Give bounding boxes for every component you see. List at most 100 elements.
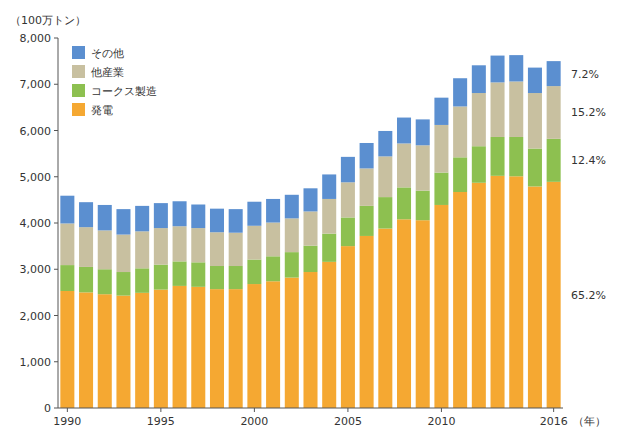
x-tick	[160, 408, 161, 412]
bar-segment	[229, 209, 243, 233]
bar-segment	[472, 65, 486, 93]
bar-segment	[266, 281, 280, 408]
bar-segment	[79, 292, 93, 408]
bar-segment	[303, 188, 317, 211]
bar-segment	[191, 228, 205, 262]
bar-segment	[154, 290, 168, 408]
annotation: 7.2%	[571, 68, 599, 81]
y-tick-label: 2,000	[20, 310, 52, 323]
x-axis-label: （年）	[573, 415, 606, 428]
x-tick	[254, 408, 255, 412]
bar-segment	[247, 260, 261, 285]
annotation: 15.2%	[571, 106, 606, 119]
bar-segment	[547, 86, 561, 139]
bar-segment	[135, 268, 149, 293]
bar-segment	[266, 199, 280, 223]
y-tick-label: 1,000	[20, 356, 52, 369]
y-tick	[54, 361, 58, 362]
bar-segment	[173, 261, 187, 286]
bar-segment	[416, 145, 430, 190]
bar-segment	[229, 289, 243, 408]
bar-segment	[547, 139, 561, 182]
bar-segment	[173, 286, 187, 408]
bar-segment	[360, 236, 374, 408]
bar-segment	[434, 125, 448, 173]
annotation: 12.4%	[571, 154, 606, 167]
bar-segment	[135, 293, 149, 408]
bar-segment	[547, 182, 561, 408]
y-tick	[54, 223, 58, 224]
bar-segment	[135, 231, 149, 268]
bar-segment	[509, 55, 523, 81]
bar-segment	[472, 183, 486, 408]
bar-segment	[154, 228, 168, 265]
bar-segment	[229, 266, 243, 289]
bar-segment	[528, 93, 542, 149]
bar-segment	[491, 82, 505, 137]
bar-segment	[60, 223, 74, 265]
bar-segment	[378, 131, 392, 156]
bar-segment	[453, 157, 467, 192]
y-tick	[54, 38, 58, 39]
bar-segment	[303, 211, 317, 245]
bar-segment	[341, 246, 355, 408]
bar-segment	[173, 201, 187, 226]
bar-segment	[266, 223, 280, 257]
bar-segment	[528, 68, 542, 93]
bar-segment	[434, 173, 448, 205]
legend-label: コークス製造	[91, 85, 157, 98]
bar-segment	[397, 219, 411, 408]
chart: 01,0002,0003,0004,0005,0006,0007,0008,00…	[0, 0, 635, 448]
bar-segment	[378, 156, 392, 197]
bar-segment	[322, 234, 336, 262]
y-tick-label: 3,000	[20, 263, 52, 276]
bar-segment	[341, 182, 355, 217]
y-axis-label: （100万トン）	[10, 14, 86, 27]
x-tick	[347, 408, 348, 412]
y-tick	[54, 269, 58, 270]
bar-segment	[173, 226, 187, 261]
x-tick-label: 1995	[147, 415, 175, 428]
y-axis	[58, 38, 59, 408]
y-tick-label: 5,000	[20, 171, 52, 184]
bar-segment	[453, 78, 467, 106]
bar-segment	[360, 168, 374, 205]
bar-segment	[247, 202, 261, 226]
x-tick-label: 2000	[240, 415, 268, 428]
y-tick-label: 6,000	[20, 125, 52, 138]
bar-segment	[154, 265, 168, 290]
bar-segment	[210, 289, 224, 408]
bar-segment	[491, 137, 505, 176]
bar-segment	[322, 199, 336, 234]
bar-segment	[98, 205, 112, 230]
bar-segment	[378, 229, 392, 408]
bar-segment	[60, 265, 74, 291]
x-axis	[58, 408, 563, 409]
bar-segment	[416, 191, 430, 221]
y-tick	[54, 130, 58, 131]
bar-segment	[79, 202, 93, 227]
legend: その他他産業コークス製造発電	[72, 46, 157, 117]
bar-segment	[341, 217, 355, 246]
bar-segment	[98, 230, 112, 269]
bar-segment	[98, 294, 112, 408]
bar-segment	[285, 195, 299, 219]
bar-segment	[416, 220, 430, 408]
bar-segment	[191, 287, 205, 408]
bar-segment	[191, 205, 205, 229]
bar-segment	[285, 278, 299, 408]
bar-segment	[229, 233, 243, 266]
bar-segment	[116, 272, 130, 296]
bars	[60, 55, 560, 408]
bar-segment	[528, 186, 542, 408]
bar-segment	[472, 93, 486, 146]
bar-segment	[360, 143, 374, 168]
bar-segment	[341, 157, 355, 182]
bar-segment	[98, 269, 112, 294]
bar-segment	[285, 252, 299, 277]
annotation: 65.2%	[571, 289, 606, 302]
bar-segment	[509, 176, 523, 408]
legend-swatch	[72, 84, 85, 97]
bar-segment	[509, 81, 523, 137]
y-tick-label: 4,000	[20, 217, 52, 230]
